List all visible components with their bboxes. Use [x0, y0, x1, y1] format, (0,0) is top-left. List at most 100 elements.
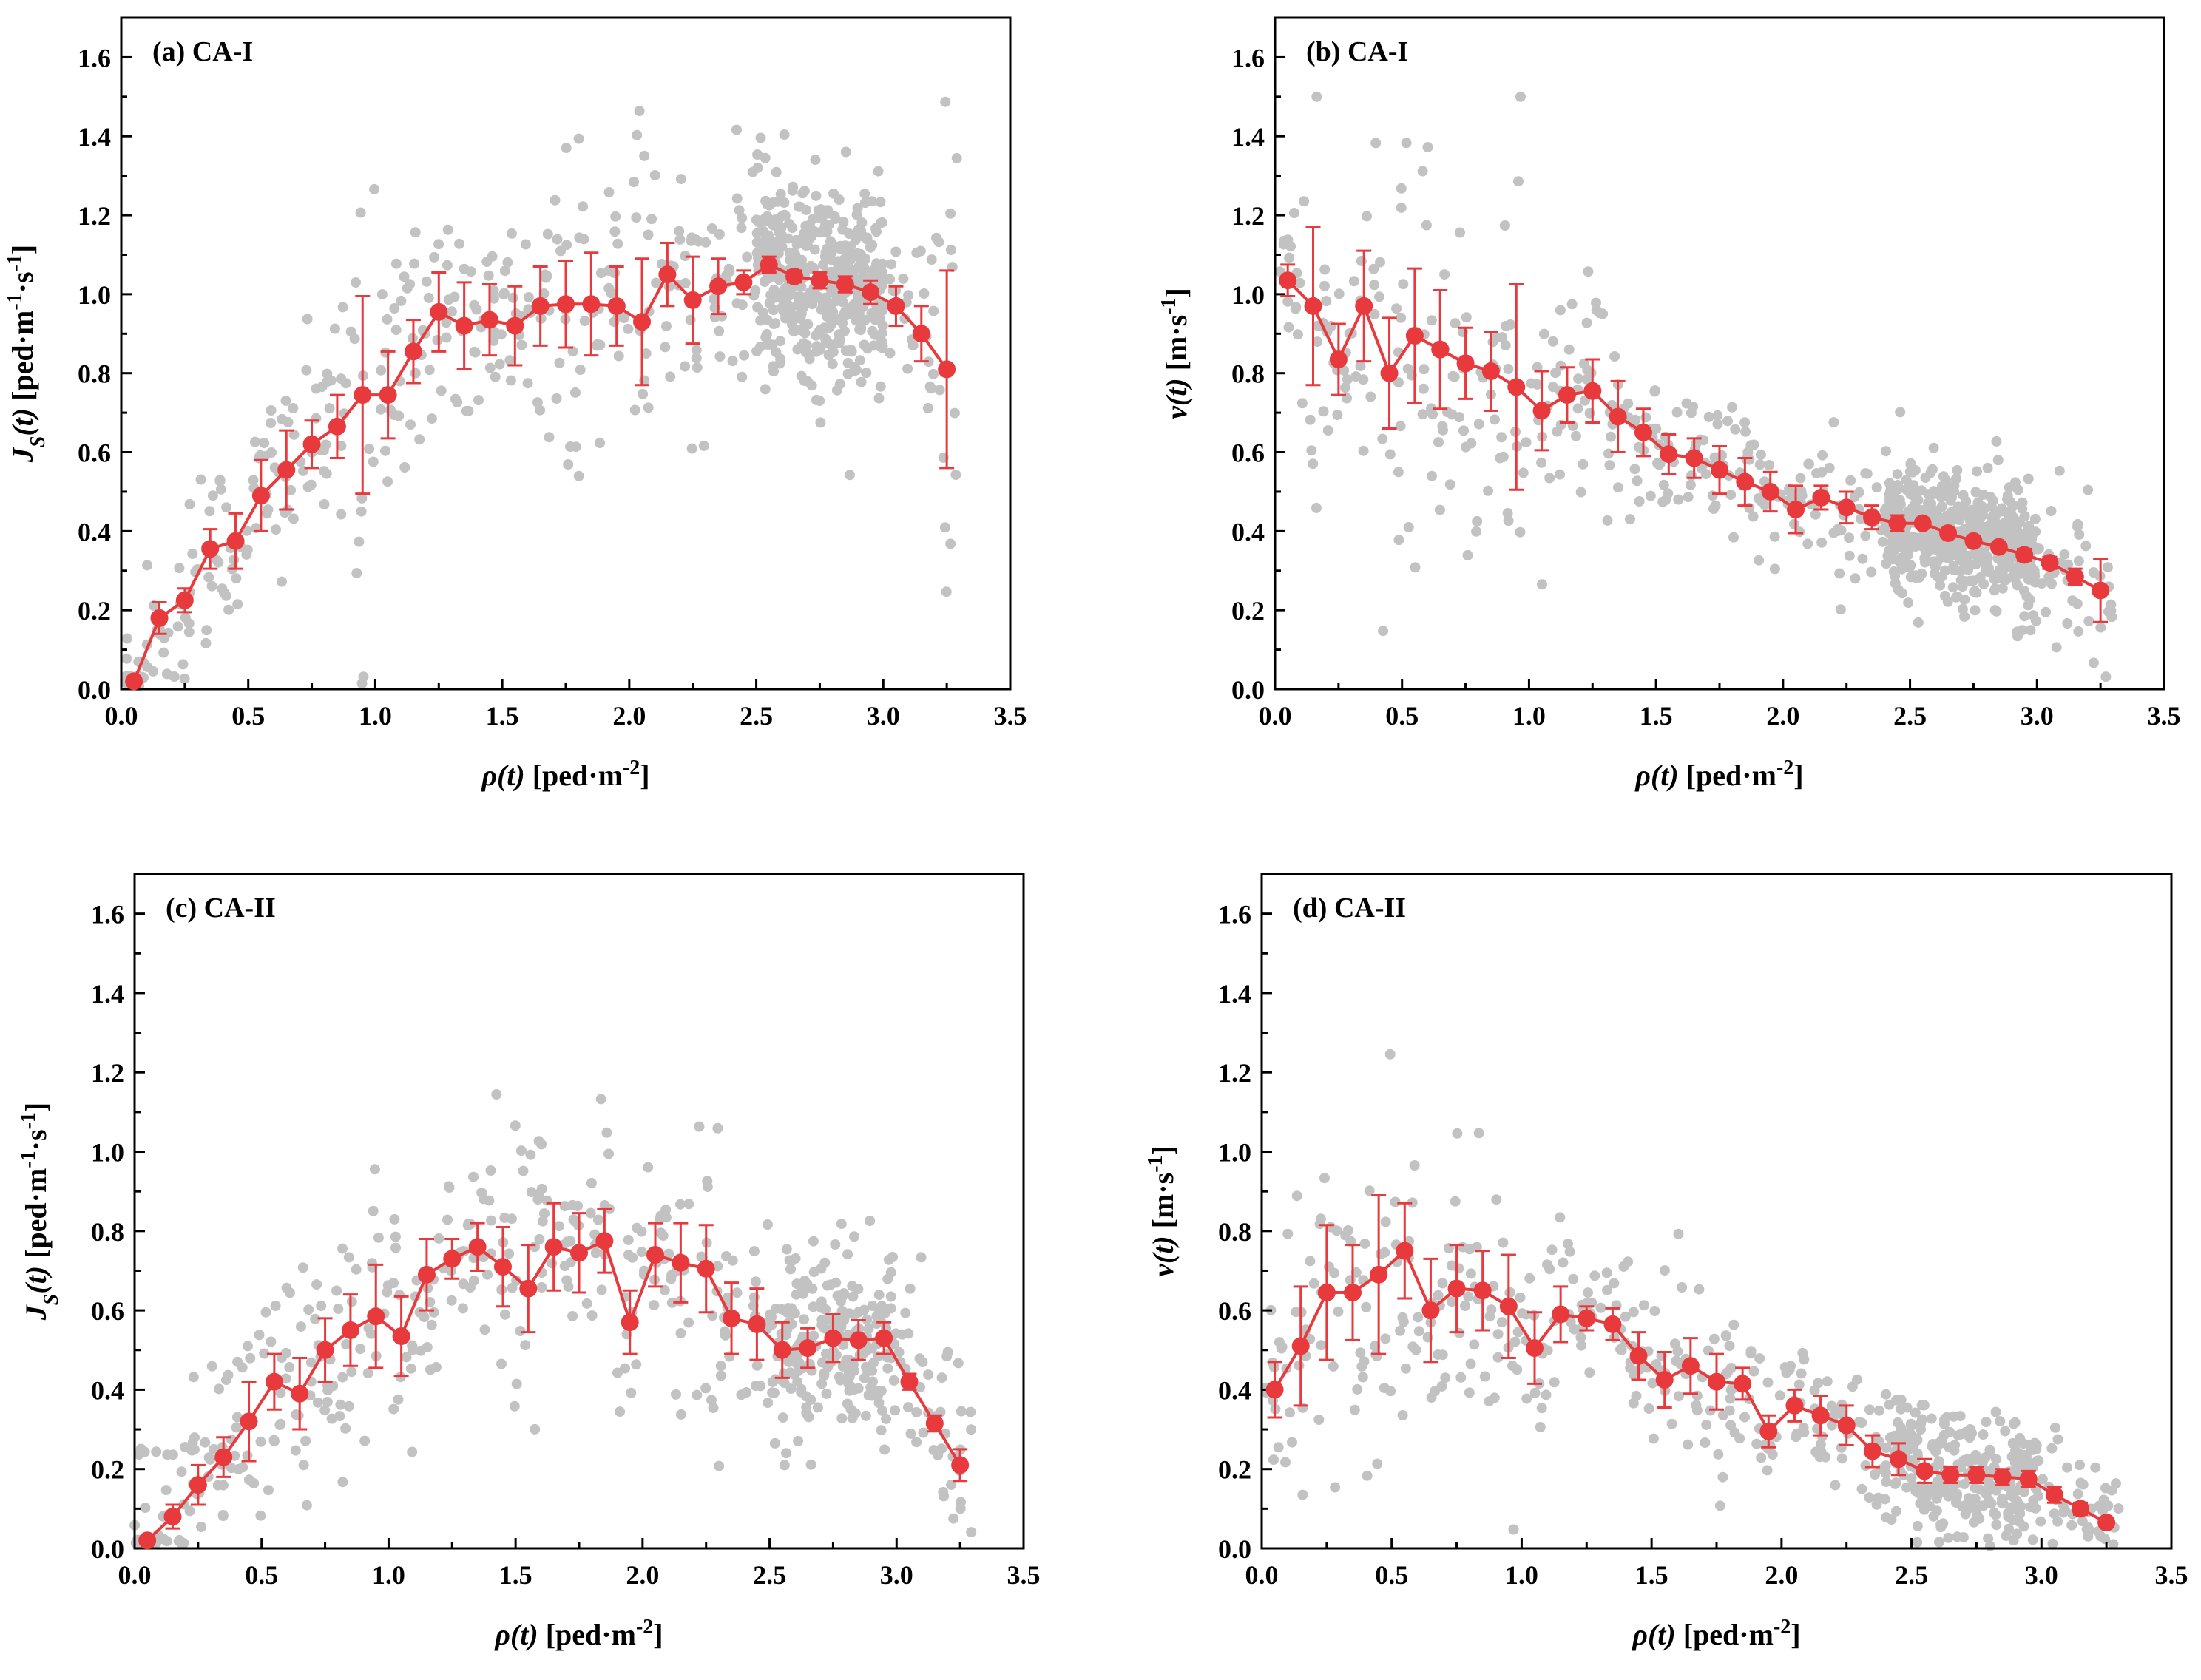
scatter-point — [221, 1375, 231, 1386]
scatter-point — [320, 1405, 331, 1416]
scatter-point — [803, 1412, 814, 1423]
scatter-point — [1651, 1359, 1662, 1369]
scatter-point — [241, 549, 252, 560]
scatter-point — [196, 1522, 206, 1532]
scatter-point — [590, 1247, 601, 1259]
scatter-point — [2052, 1434, 2063, 1445]
scatter-point — [237, 1362, 248, 1373]
scatter-point — [849, 365, 860, 376]
scatter-point — [706, 223, 717, 234]
scatter-point — [142, 661, 153, 672]
mean-point — [734, 273, 753, 291]
y-tick-label: 0.6 — [91, 1296, 124, 1326]
scatter-point — [1555, 1212, 1566, 1223]
mean-point — [544, 1238, 563, 1256]
scatter-point — [856, 257, 867, 268]
scatter-point — [797, 1331, 808, 1342]
mean-point — [1681, 1357, 1700, 1375]
scatter-point — [643, 229, 654, 240]
scatter-point — [489, 327, 500, 337]
scatter-point — [1492, 1352, 1504, 1363]
scatter-point — [250, 436, 260, 447]
scatter-point — [1774, 1390, 1785, 1401]
scatter-point — [956, 1406, 967, 1417]
scatter-point — [2088, 567, 2099, 578]
mean-point — [150, 609, 169, 627]
scatter-point — [928, 368, 939, 379]
scatter-point — [1866, 566, 1877, 578]
scatter-point — [835, 240, 846, 251]
scatter-point — [1633, 441, 1644, 453]
scatter-point — [859, 1372, 870, 1383]
scatter-point — [916, 1252, 927, 1263]
scatter-point — [1856, 1483, 1867, 1494]
scatter-point — [516, 339, 527, 350]
scatter-point — [779, 1460, 790, 1471]
mean-point — [709, 277, 728, 296]
scatter-point — [207, 490, 218, 501]
scatter-point — [1521, 1309, 1532, 1320]
scatter-point — [900, 1307, 911, 1318]
scatter-point — [898, 273, 909, 284]
scatter-point — [604, 187, 615, 197]
plot-frame — [133, 873, 1025, 1550]
x-tick-label: 0.0 — [1259, 701, 1292, 731]
scatter-point — [401, 1352, 412, 1363]
scatter-point — [1544, 1264, 1555, 1275]
scatter-point — [390, 325, 402, 336]
scatter-point — [956, 1497, 966, 1508]
scatter-point — [2066, 1520, 2077, 1531]
scatter-point — [180, 612, 191, 623]
scatter-point — [851, 209, 862, 220]
scatter-point — [649, 170, 660, 180]
scatter-point — [1422, 142, 1433, 153]
scatter-point — [442, 224, 453, 235]
scatter-point — [1436, 1381, 1447, 1392]
scatter-point — [1935, 580, 1946, 591]
scatter-point — [1342, 374, 1353, 385]
scatter-point — [918, 1427, 929, 1438]
scatter-point — [174, 563, 185, 574]
scatter-point — [1537, 579, 1547, 590]
mean-point — [1711, 461, 1728, 479]
scatter-point — [1602, 1284, 1613, 1295]
scatter-point — [1319, 280, 1330, 291]
scatter-point — [1450, 318, 1461, 329]
scatter-point — [274, 1420, 285, 1430]
scatter-point — [1844, 550, 1855, 561]
scatter-point — [859, 1304, 870, 1315]
scatter-point — [248, 1478, 260, 1488]
scatter-point — [1581, 373, 1592, 385]
scatter-point — [1930, 561, 1941, 572]
scatter-point — [1763, 1443, 1774, 1454]
scatter-point — [2007, 527, 2018, 538]
panel-label: (c) CA-II — [166, 892, 276, 924]
y-tick-label: 0.8 — [1231, 359, 1265, 389]
mean-markers — [1279, 271, 2110, 600]
scatter-point — [1909, 499, 1920, 510]
scatter-point — [661, 321, 672, 332]
scatter-point — [499, 265, 510, 277]
scatter-point — [610, 211, 621, 222]
scatter-point — [1725, 1420, 1737, 1431]
scatter-point — [255, 1510, 266, 1521]
scatter-point — [2047, 1538, 2058, 1549]
scatter-point — [867, 1365, 878, 1376]
scatter-point — [470, 347, 481, 358]
scatter-point — [349, 333, 360, 345]
scatter-point — [838, 217, 849, 228]
scatter-point — [1957, 564, 1968, 575]
scatter-point — [221, 502, 232, 513]
y-tick-label: 1.0 — [1231, 280, 1265, 310]
scatter-point — [1496, 1317, 1507, 1328]
scatter-point — [1881, 446, 1891, 457]
scatter-point — [1623, 1256, 1634, 1267]
scatter-point — [686, 235, 697, 246]
x-tick-label: 0.0 — [105, 701, 138, 731]
scatter-point — [752, 162, 763, 173]
scatter-point — [1901, 1482, 1912, 1493]
scatter-point — [388, 1403, 399, 1415]
scatter-point — [1933, 1456, 1944, 1467]
scatter-point — [766, 1319, 777, 1330]
scatter-point — [1957, 581, 1968, 592]
